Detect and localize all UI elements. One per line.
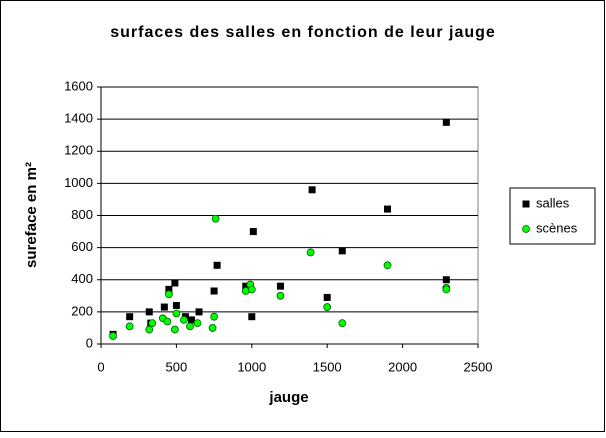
legend-marker xyxy=(522,200,530,208)
point xyxy=(338,319,347,328)
point xyxy=(125,322,134,331)
y-tick-label: 1000 xyxy=(64,175,93,190)
y-tick-label: 1600 xyxy=(64,78,93,93)
point xyxy=(323,303,332,311)
point xyxy=(193,319,202,328)
point xyxy=(172,309,181,318)
x-axis-label: jauge xyxy=(268,389,308,406)
point xyxy=(126,313,134,321)
point xyxy=(186,322,194,331)
point xyxy=(213,261,221,269)
point xyxy=(442,276,450,284)
chart-title: surfaces des salles en fonction de leur … xyxy=(110,24,496,41)
point xyxy=(248,313,256,321)
point xyxy=(165,285,173,293)
y-tick-label: 400 xyxy=(71,271,93,286)
x-tick-label: 500 xyxy=(166,359,188,374)
legend-box xyxy=(509,187,596,245)
point xyxy=(442,118,450,126)
legend-marker xyxy=(522,225,530,233)
legend-label: salles xyxy=(536,195,570,210)
point xyxy=(180,316,188,324)
point xyxy=(442,285,451,294)
y-tick-label: 1400 xyxy=(64,111,93,126)
y-tick-label: 200 xyxy=(71,303,93,318)
point xyxy=(276,291,285,300)
point xyxy=(195,308,203,316)
legend-label: scènes xyxy=(536,220,578,235)
x-tick-label: 1000 xyxy=(237,359,266,374)
point xyxy=(323,293,331,301)
point xyxy=(148,319,157,328)
y-tick-label: 800 xyxy=(71,207,93,222)
point xyxy=(164,290,173,299)
point xyxy=(208,324,217,332)
point xyxy=(145,325,154,334)
y-tick-label: 600 xyxy=(71,239,93,254)
point xyxy=(276,282,284,290)
point xyxy=(242,282,250,290)
point xyxy=(211,214,220,223)
point xyxy=(160,303,168,311)
point xyxy=(306,248,315,257)
y-tick-label: 0 xyxy=(86,335,93,350)
point xyxy=(109,332,117,340)
point xyxy=(172,301,180,309)
point xyxy=(187,316,195,324)
point xyxy=(210,287,218,295)
point xyxy=(249,228,257,236)
point xyxy=(171,279,179,287)
x-tick-label: 2000 xyxy=(388,359,417,374)
point xyxy=(383,261,392,270)
point xyxy=(308,186,316,194)
point xyxy=(338,247,346,255)
x-tick-label: 2500 xyxy=(464,359,493,374)
point xyxy=(170,325,179,334)
x-tick-label: 1500 xyxy=(313,359,342,374)
point xyxy=(210,312,219,321)
point xyxy=(247,285,256,294)
point xyxy=(145,308,153,316)
y-axis-label: sureface en m² xyxy=(23,162,40,268)
point xyxy=(163,317,172,326)
y-tick-label: 1200 xyxy=(64,143,93,158)
x-tick-label: 0 xyxy=(97,359,104,374)
point xyxy=(384,205,392,213)
